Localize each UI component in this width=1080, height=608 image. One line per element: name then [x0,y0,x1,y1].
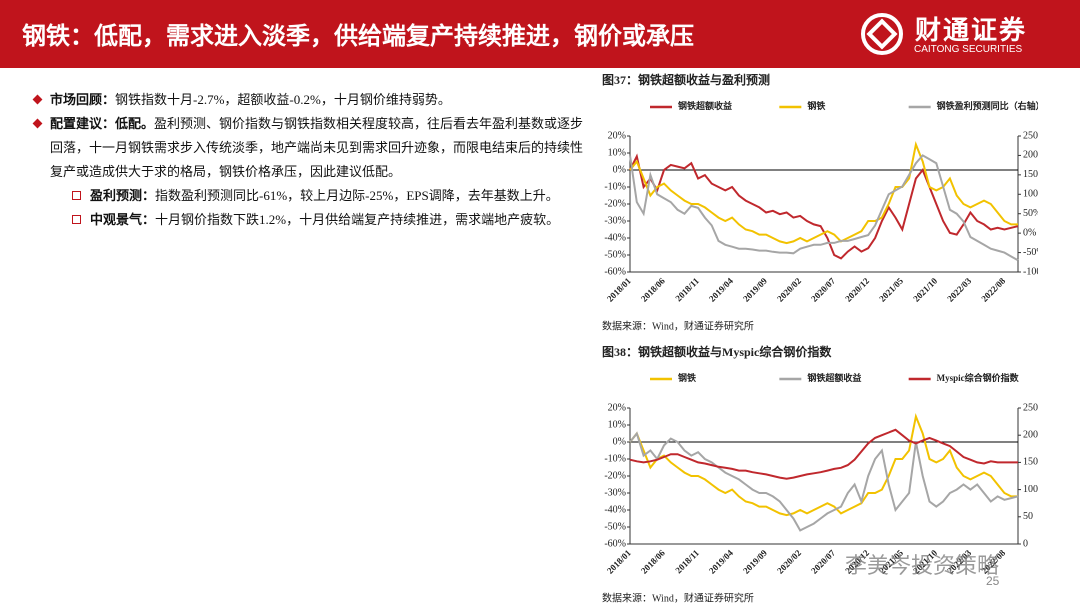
y-tick-label: -20% [604,198,626,209]
bullet-label: 市场回顾： [50,92,116,107]
logo-name: 财通证券 [915,16,1028,46]
series-line [629,141,1018,245]
y2-tick-label: 150 [1023,457,1038,468]
x-tick-label: 2018/01 [605,547,633,575]
legend-label: 钢铁 [678,372,696,383]
x-tick-label: 2018/11 [673,275,701,303]
sub-bullet: 中观景气：十月钢价指数下跌1.2%，十月供给端复产持续推进，需求端地产疲软。 [30,208,590,232]
bullet-label: 中观景气： [90,212,156,227]
series-line [629,154,1019,262]
chart-title: 图38：钢铁超额收益与Myspic综合钢价指数 [602,344,832,359]
series-line [629,428,1018,480]
y2-tick-label: 0% [1023,227,1036,238]
x-tick-label: 2021/05 [877,275,905,303]
y-tick-label: -10% [604,453,626,464]
y-tick-label: -50% [604,249,626,260]
x-tick-label: 2020/02 [775,275,803,303]
chart-title: 图37：钢铁超额收益与盈利预测 [602,72,770,87]
logo-icon [861,13,903,55]
y-tick-label: 0% [613,164,626,175]
y-tick-label: 0% [613,436,626,447]
x-tick-label: 2020/07 [809,547,837,575]
y-tick-label: 20% [608,402,626,413]
chart-source: 数据来源：Wind，财通证券研究所 [602,591,754,604]
bullet-text: 钢铁指数十月-2.7%，超额收益-0.2%，十月钢价维持弱势。 [115,92,451,107]
y-tick-label: 10% [608,147,626,158]
y-tick-label: -30% [604,215,626,226]
y-tick-label: 20% [608,130,626,141]
bullet-text: 指数盈利预测同比-61%，较上月边际-25%，EPS调降，去年基数上升。 [155,188,559,203]
bullet-label: 配置建议：低配。 [50,116,155,131]
y-tick-label: 10% [608,419,626,430]
bullet-list: 市场回顾：钢铁指数十月-2.7%，超额收益-0.2%，十月钢价维持弱势。 配置建… [30,88,590,232]
legend-label: 钢铁超额收益 [678,100,732,111]
legend-label: 钢铁 [807,100,825,111]
x-tick-label: 2020/02 [775,547,803,575]
y2-tick-label: 0 [1023,538,1028,549]
x-tick-label: 2022/08 [979,275,1007,303]
chart: 图38：钢铁超额收益与Myspic综合钢价指数数据来源：Wind，财通证券研究所… [602,344,1038,605]
x-tick-label: 2019/04 [707,275,735,303]
x-tick-label: 2020/07 [809,275,837,303]
logo-en: CAITONG SECURITIES [914,44,1023,55]
bullet-text: 盈利预测、钢价指数与钢铁指数相关程度较高，往后看去年盈利基数或逐步回落，十一月钢… [50,116,584,179]
y2-tick-label: -50% [1023,247,1038,258]
y2-tick-label: 150% [1023,169,1038,180]
watermark: 李美岑投资策略 [845,554,1000,579]
sub-bullet: 盈利预测：指数盈利预测同比-61%，较上月边际-25%，EPS调降，去年基数上升… [30,184,590,208]
y-tick-label: -30% [604,487,626,498]
x-tick-label: 2018/11 [673,547,701,575]
slide-title: 钢铁：低配，需求进入淡季，供给端复产持续推进，钢价或承压 [22,22,694,50]
y2-tick-label: 200 [1023,429,1038,440]
y2-tick-label: 250% [1023,130,1038,141]
y2-tick-label: 200% [1023,150,1038,161]
y2-tick-label: -100% [1023,266,1038,277]
y-tick-label: -50% [604,521,626,532]
header-bar: 钢铁：低配，需求进入淡季，供给端复产持续推进，钢价或承压 财通证券 CAITON… [0,0,1080,68]
y-tick-label: -40% [604,504,626,515]
legend-label: 钢铁超额收益 [807,372,861,383]
x-tick-label: 2019/04 [707,547,735,575]
y2-tick-label: 50% [1023,208,1038,219]
chart-source: 数据来源：Wind，财通证券研究所 [602,319,754,332]
y2-tick-label: 100 [1023,484,1038,495]
bullet-text: 十月钢价指数下跌1.2%，十月供给端复产持续推进，需求端地产疲软。 [155,212,560,227]
y-tick-label: -60% [604,538,626,549]
x-tick-label: 2018/01 [605,275,633,303]
series-line [629,413,1018,517]
y2-tick-label: 250 [1023,402,1038,413]
y-tick-label: -40% [604,232,626,243]
legend-label: Myspic综合钢价指数 [937,372,1020,383]
x-tick-label: 2018/06 [639,547,667,575]
series-line [629,431,1019,532]
page-number: 25 [986,574,1000,588]
y-tick-label: -20% [604,470,626,481]
y-tick-label: -60% [604,266,626,277]
y-tick-label: -10% [604,181,626,192]
x-tick-label: 2019/09 [741,275,769,303]
y2-tick-label: 50 [1023,511,1033,522]
x-tick-label: 2022/03 [945,275,973,303]
x-tick-label: 2018/06 [639,275,667,303]
y2-tick-label: 100% [1023,189,1038,200]
bullet-label: 盈利预测： [90,188,156,203]
x-tick-label: 2019/09 [741,547,769,575]
x-tick-label: 2021/10 [911,275,939,303]
legend-label: 钢铁盈利预测同比（右轴） [937,100,1038,111]
bullet: 市场回顾：钢铁指数十月-2.7%，超额收益-0.2%，十月钢价维持弱势。 [30,88,590,112]
x-tick-label: 2020/12 [843,275,871,303]
bullet: 配置建议：低配。盈利预测、钢价指数与钢铁指数相关程度较高，往后看去年盈利基数或逐… [30,112,590,184]
